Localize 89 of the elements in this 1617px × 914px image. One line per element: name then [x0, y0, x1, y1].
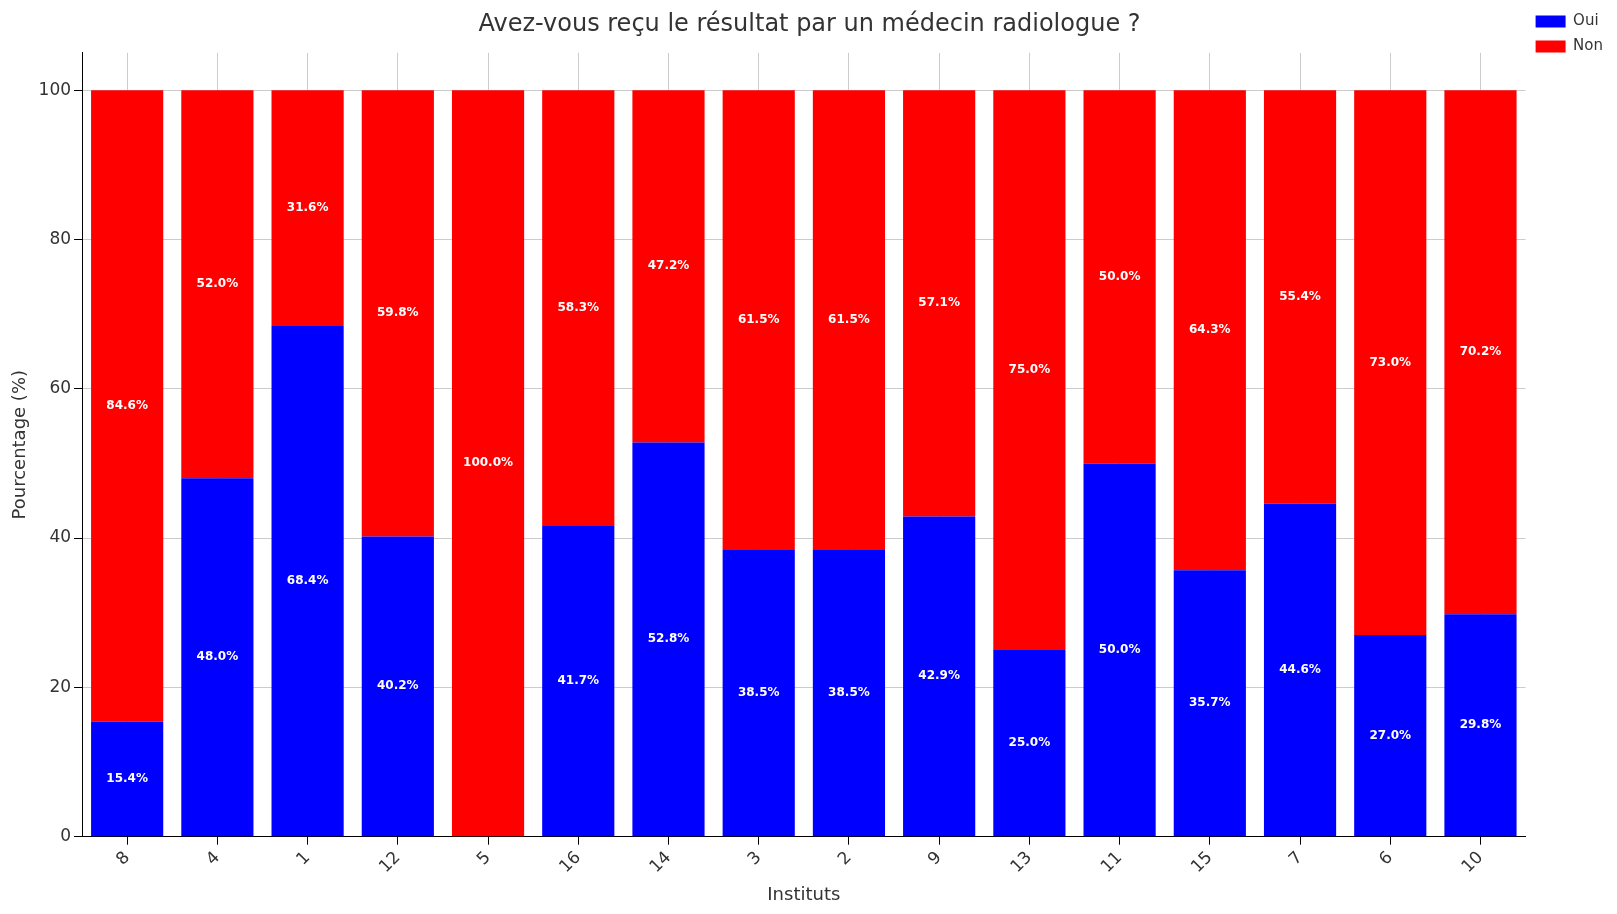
- x-tick-label: 7: [1284, 846, 1306, 869]
- data-label: 38.5%: [828, 684, 870, 699]
- y-tick-label: 60: [49, 377, 72, 398]
- data-label: 42.9%: [918, 668, 960, 683]
- bar: [1263, 90, 1337, 504]
- y-axis-title: Pourcentage (%): [8, 370, 30, 520]
- data-label: 59.8%: [377, 305, 419, 320]
- bar: [993, 650, 1066, 837]
- bar: [271, 90, 344, 327]
- data-label: 40.2%: [377, 678, 419, 693]
- data-label: 38.5%: [737, 684, 780, 699]
- y-tick-label: 100: [38, 78, 72, 99]
- data-label: 52.0%: [196, 276, 239, 291]
- bar: [993, 90, 1066, 651]
- bar: [722, 549, 795, 837]
- data-label: 100.0%: [463, 455, 514, 470]
- data-label: 73.0%: [1369, 354, 1412, 369]
- y-tick-label: 40: [49, 526, 72, 547]
- bar: [542, 525, 615, 837]
- x-tick-label: 14: [645, 846, 675, 877]
- y-tick-label: 0: [60, 825, 72, 846]
- bar: [632, 442, 705, 837]
- data-label: 57.1%: [918, 295, 960, 310]
- legend-label: Non: [1573, 36, 1603, 55]
- data-label: 29.8%: [1459, 717, 1502, 732]
- x-tick-label: 3: [742, 846, 765, 869]
- bar: [812, 90, 886, 550]
- bar: [1173, 90, 1246, 571]
- bar: [812, 549, 886, 837]
- data-label: 50.0%: [1098, 268, 1141, 283]
- bar: [91, 90, 164, 722]
- bar: [722, 90, 795, 550]
- bar: [1444, 614, 1517, 837]
- y-tick-label: 20: [49, 675, 72, 696]
- bar: [542, 90, 615, 526]
- bar: [1354, 90, 1427, 636]
- x-tick-label: 11: [1096, 846, 1126, 877]
- data-label: 52.8%: [647, 631, 690, 646]
- x-tick-label: 6: [1374, 846, 1397, 869]
- x-tick-label: 8: [111, 846, 134, 869]
- x-tick-label: 13: [1005, 846, 1036, 877]
- data-label: 84.6%: [106, 398, 148, 413]
- bar: [1083, 463, 1156, 837]
- data-label: 58.3%: [557, 299, 600, 314]
- bar: [1354, 635, 1427, 837]
- x-tick-label: 5: [472, 846, 494, 869]
- data-label: 15.4%: [106, 771, 148, 786]
- data-label: 55.4%: [1279, 289, 1321, 304]
- x-tick-label: 12: [374, 846, 404, 877]
- x-tick-label: 10: [1457, 846, 1487, 877]
- data-label: 70.2%: [1459, 344, 1502, 359]
- x-tick-label: 16: [554, 846, 585, 877]
- data-label: 27.0%: [1369, 727, 1412, 742]
- x-tick-label: 4: [201, 846, 224, 869]
- x-tick-label: 9: [923, 846, 946, 869]
- bar: [361, 90, 434, 537]
- bar: [903, 90, 976, 517]
- x-tick-label: 2: [833, 846, 855, 869]
- data-label: 35.7%: [1189, 695, 1231, 710]
- x-tick-label: 15: [1186, 846, 1216, 877]
- bar: [361, 536, 434, 837]
- bar: [271, 326, 344, 837]
- bar: [1173, 570, 1246, 837]
- bar: [1444, 90, 1517, 615]
- x-tick-label: 1: [291, 846, 314, 869]
- bar: [181, 478, 254, 837]
- data-label: 75.0%: [1008, 362, 1051, 377]
- data-label: 44.6%: [1279, 662, 1321, 677]
- bar: [181, 90, 254, 479]
- legend-label: Oui: [1573, 11, 1599, 30]
- data-label: 31.6%: [286, 200, 329, 215]
- data-label: 47.2%: [647, 258, 690, 273]
- bar: [91, 721, 164, 837]
- bar: [903, 516, 976, 837]
- bar: [632, 90, 705, 443]
- chart-title: Avez-vous reçu le résultat par un médecin radiologue ?: [478, 8, 1141, 37]
- bar: [1083, 90, 1156, 464]
- x-axis-title: Instituts: [767, 882, 841, 904]
- bar: [451, 90, 525, 837]
- data-label: 68.4%: [286, 573, 329, 588]
- data-label: 64.3%: [1189, 322, 1231, 337]
- y-tick-label: 80: [49, 227, 72, 248]
- bar: [1263, 503, 1337, 837]
- data-label: 48.0%: [196, 649, 239, 664]
- data-label: 25.0%: [1008, 735, 1051, 750]
- data-label: 50.0%: [1098, 641, 1141, 656]
- data-label: 61.5%: [828, 311, 870, 326]
- data-label: 61.5%: [737, 311, 780, 326]
- data-label: 41.7%: [557, 672, 600, 687]
